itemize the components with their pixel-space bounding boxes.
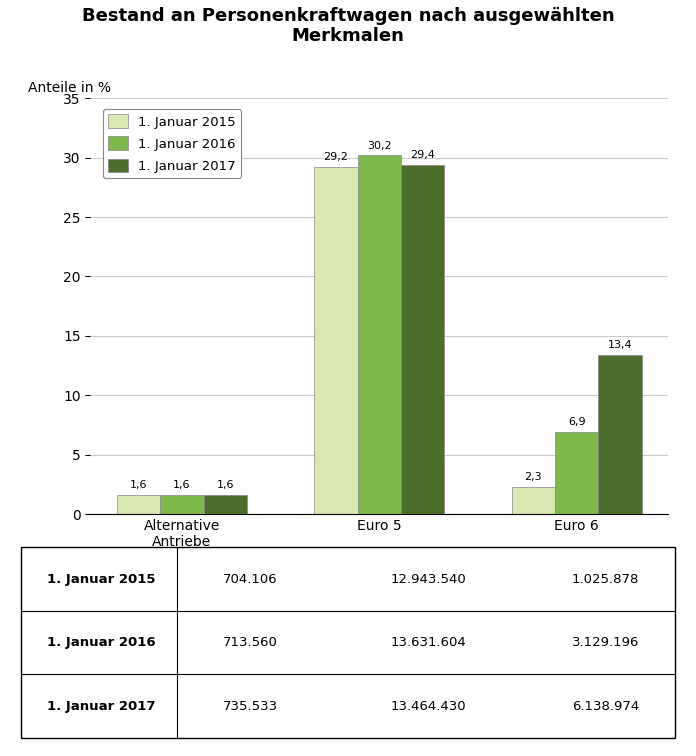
Text: 29,2: 29,2 bbox=[324, 153, 348, 163]
Text: 2,3: 2,3 bbox=[525, 472, 542, 482]
Text: 1,6: 1,6 bbox=[173, 480, 191, 491]
Bar bbox=[21, 547, 675, 738]
Bar bbox=[358, 155, 401, 514]
Text: 6,9: 6,9 bbox=[568, 417, 585, 427]
Bar bbox=[314, 167, 358, 514]
Text: 1. Januar 2016: 1. Januar 2016 bbox=[47, 636, 155, 649]
Text: 713.560: 713.560 bbox=[223, 636, 278, 649]
Text: 6.138.974: 6.138.974 bbox=[572, 699, 639, 713]
Text: 1,6: 1,6 bbox=[129, 480, 148, 491]
Text: Anteile in %: Anteile in % bbox=[28, 80, 111, 94]
Bar bbox=[555, 432, 599, 514]
Bar bbox=[401, 165, 445, 514]
Text: 13,4: 13,4 bbox=[608, 340, 633, 350]
Text: 29,4: 29,4 bbox=[411, 150, 435, 160]
Legend: 1. Januar 2015, 1. Januar 2016, 1. Januar 2017: 1. Januar 2015, 1. Januar 2016, 1. Janua… bbox=[103, 109, 242, 178]
Text: 1,6: 1,6 bbox=[216, 480, 234, 491]
Text: 1. Januar 2017: 1. Januar 2017 bbox=[47, 699, 155, 713]
Text: 704.106: 704.106 bbox=[223, 572, 278, 586]
Text: 3.129.196: 3.129.196 bbox=[572, 636, 639, 649]
Text: 13.464.430: 13.464.430 bbox=[390, 699, 466, 713]
Text: 735.533: 735.533 bbox=[223, 699, 278, 713]
Bar bbox=[117, 495, 160, 514]
Bar bbox=[204, 495, 247, 514]
Text: 1. Januar 2015: 1. Januar 2015 bbox=[47, 572, 155, 586]
Text: Bestand an Personenkraftwagen nach ausgewählten
Merkmalen: Bestand an Personenkraftwagen nach ausge… bbox=[81, 7, 615, 45]
Text: 1.025.878: 1.025.878 bbox=[572, 572, 639, 586]
Text: 12.943.540: 12.943.540 bbox=[390, 572, 466, 586]
Bar bbox=[599, 355, 642, 514]
Text: 30,2: 30,2 bbox=[367, 141, 392, 150]
Text: 13.631.604: 13.631.604 bbox=[390, 636, 466, 649]
Bar bbox=[160, 495, 204, 514]
Bar bbox=[512, 487, 555, 514]
